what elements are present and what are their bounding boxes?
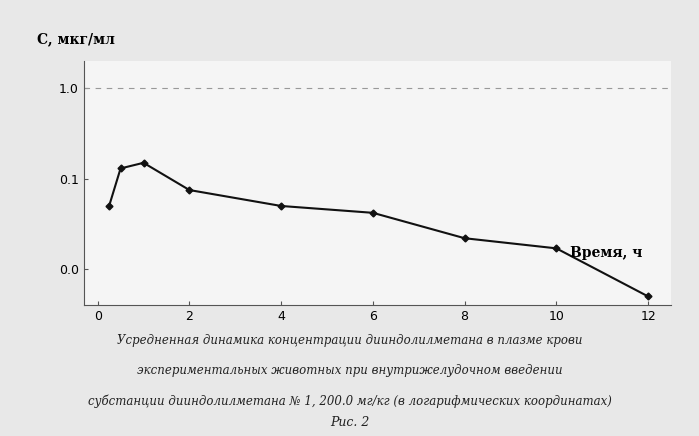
Text: Время, ч: Время, ч	[570, 246, 642, 260]
Text: Усредненная динамика концентрации дииндолилметана в плазме крови: Усредненная динамика концентрации дииндо…	[117, 334, 582, 347]
Text: экспериментальных животных при внутрижелудочном введении: экспериментальных животных при внутрижел…	[137, 364, 562, 377]
Text: C, мкг/мл: C, мкг/мл	[37, 32, 115, 46]
Text: Рис. 2: Рис. 2	[330, 416, 369, 429]
Text: субстанции дииндолилметана № 1, 200.0 мг/кг (в логарифмических координатах): субстанции дииндолилметана № 1, 200.0 мг…	[87, 395, 612, 408]
